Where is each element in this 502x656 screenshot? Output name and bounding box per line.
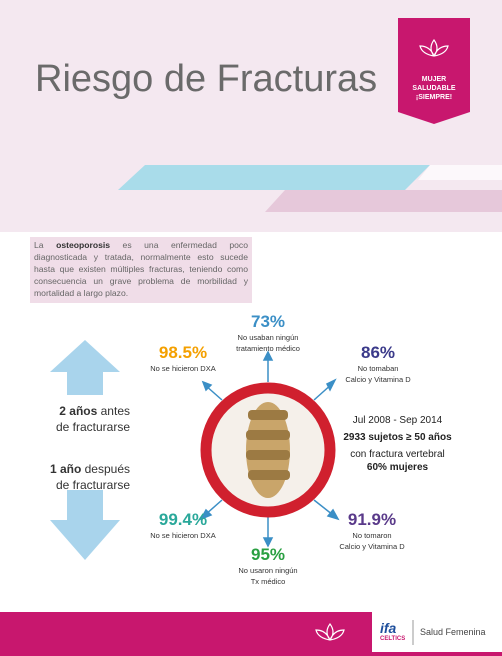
stat-value: 86% — [360, 343, 396, 362]
stat-label: Calcio y Vitamina D — [339, 542, 405, 551]
stat: 95% No usaron ningún Tx médico — [208, 545, 328, 587]
title: Riesgo de Fracturas — [35, 58, 378, 100]
stat: 98.5% No se hicieron DXA — [123, 343, 243, 374]
logo-sub: CELTICS — [380, 636, 406, 642]
footer-label: Salud Femenina — [420, 627, 486, 637]
badge-line: MUJER — [421, 76, 447, 83]
intro: La osteoporosis es una enfermedad poco d… — [30, 237, 252, 303]
stat-label: tratamiento médico — [236, 344, 300, 353]
timeline-after: 1 año después de fracturarse — [10, 461, 130, 493]
study-line: con fractura vertebral — [350, 449, 445, 460]
timeline-bold: 2 años — [59, 404, 98, 418]
stat-label: No usaban ningún — [237, 333, 299, 342]
timeline-text: después — [81, 462, 130, 476]
badge-line: SALUDABLE — [412, 85, 456, 92]
stat: 73% No usaban ningún tratamiento médico — [208, 312, 328, 354]
stat-value: 95% — [250, 545, 286, 564]
badge-line: ¡SIEMPRE! — [415, 94, 453, 101]
stat: 86% No tomaban Calcio y Vitamina D — [318, 343, 438, 385]
stat-value: 98.5% — [158, 343, 208, 362]
stat-label: No se hicieron DXA — [150, 364, 216, 373]
stat: 91.9% No tomaron Calcio y Vitamina D — [312, 510, 432, 552]
timeline-text: de fracturarse — [55, 420, 130, 434]
stat-label: No usaron ningún — [238, 566, 298, 575]
badge: MUJER SALUDABLE ¡SIEMPRE! — [398, 75, 470, 102]
timeline-text: de fracturarse — [55, 478, 130, 492]
study-line: 2933 sujetos ≥ 50 años — [343, 432, 452, 443]
study-line: 60% mujeres — [366, 462, 429, 473]
stat-label: No tomaron — [352, 531, 392, 540]
timeline-text: antes — [97, 404, 130, 418]
stat-label: No se hicieron DXA — [150, 531, 216, 540]
stat-label: Tx médico — [250, 577, 286, 586]
stat: 99.4% No se hicieron DXA — [123, 510, 243, 541]
stat-value: 99.4% — [158, 510, 208, 529]
stat-value: 91.9% — [347, 510, 397, 529]
timeline-before: 2 años antes de fracturarse — [10, 403, 130, 435]
stat-value: 73% — [250, 312, 286, 331]
stat-label: No tomaban — [357, 364, 399, 373]
intro-bold: osteoporosis — [56, 240, 111, 250]
stat-label: Calcio y Vitamina D — [345, 375, 411, 384]
logo: ifa — [380, 620, 397, 636]
study-line: Jul 2008 - Sep 2014 — [352, 415, 443, 426]
timeline-bold: 1 año — [49, 462, 82, 476]
intro-text: La — [34, 240, 57, 250]
intro-text: es una enfermedad poco diagnosticada y t… — [34, 240, 248, 298]
study: Jul 2008 - Sep 2014 2933 sujetos ≥ 50 añ… — [335, 412, 460, 476]
